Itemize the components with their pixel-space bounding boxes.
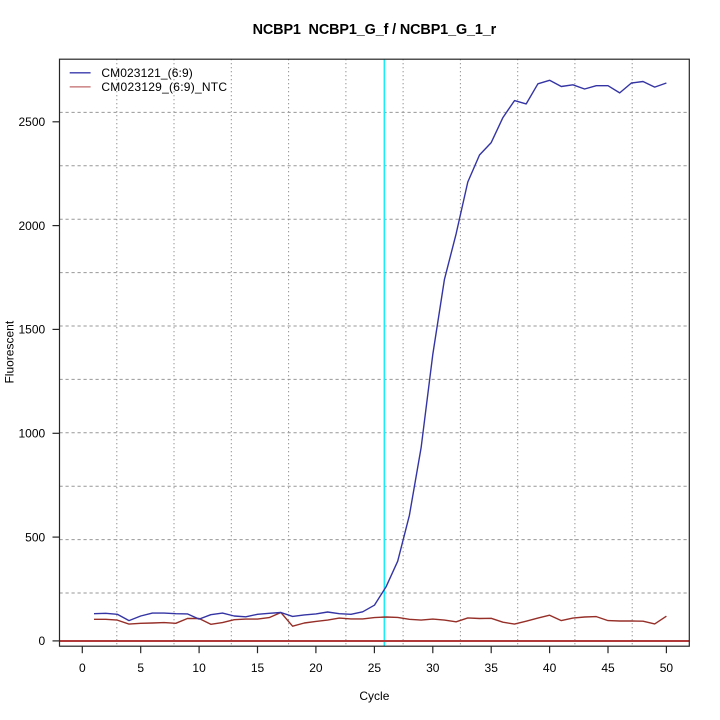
svg-text:500: 500 xyxy=(25,530,45,544)
svg-text:1000: 1000 xyxy=(18,427,45,441)
svg-text:CM023129_(6:9)_NTC: CM023129_(6:9)_NTC xyxy=(101,80,227,94)
svg-text:30: 30 xyxy=(426,661,440,675)
svg-text:25: 25 xyxy=(368,661,382,675)
svg-text:35: 35 xyxy=(485,661,499,675)
svg-text:40: 40 xyxy=(543,661,557,675)
svg-text:20: 20 xyxy=(309,661,323,675)
svg-text:NCBP1 NCBP1_G_f / NCBP1_G_1_r: NCBP1 NCBP1_G_f / NCBP1_G_1_r xyxy=(253,22,497,38)
svg-text:0: 0 xyxy=(79,661,86,675)
svg-text:Cycle: Cycle xyxy=(359,689,389,703)
svg-text:0: 0 xyxy=(39,634,46,648)
svg-text:2500: 2500 xyxy=(18,115,45,129)
svg-text:CM023121_(6:9): CM023121_(6:9) xyxy=(101,66,192,80)
svg-text:50: 50 xyxy=(660,661,674,675)
svg-text:15: 15 xyxy=(251,661,265,675)
svg-text:2000: 2000 xyxy=(18,219,45,233)
svg-text:45: 45 xyxy=(601,661,615,675)
svg-text:Fluorescent: Fluorescent xyxy=(3,320,17,383)
svg-text:5: 5 xyxy=(137,661,144,675)
svg-text:1500: 1500 xyxy=(18,323,45,337)
svg-text:10: 10 xyxy=(192,661,206,675)
